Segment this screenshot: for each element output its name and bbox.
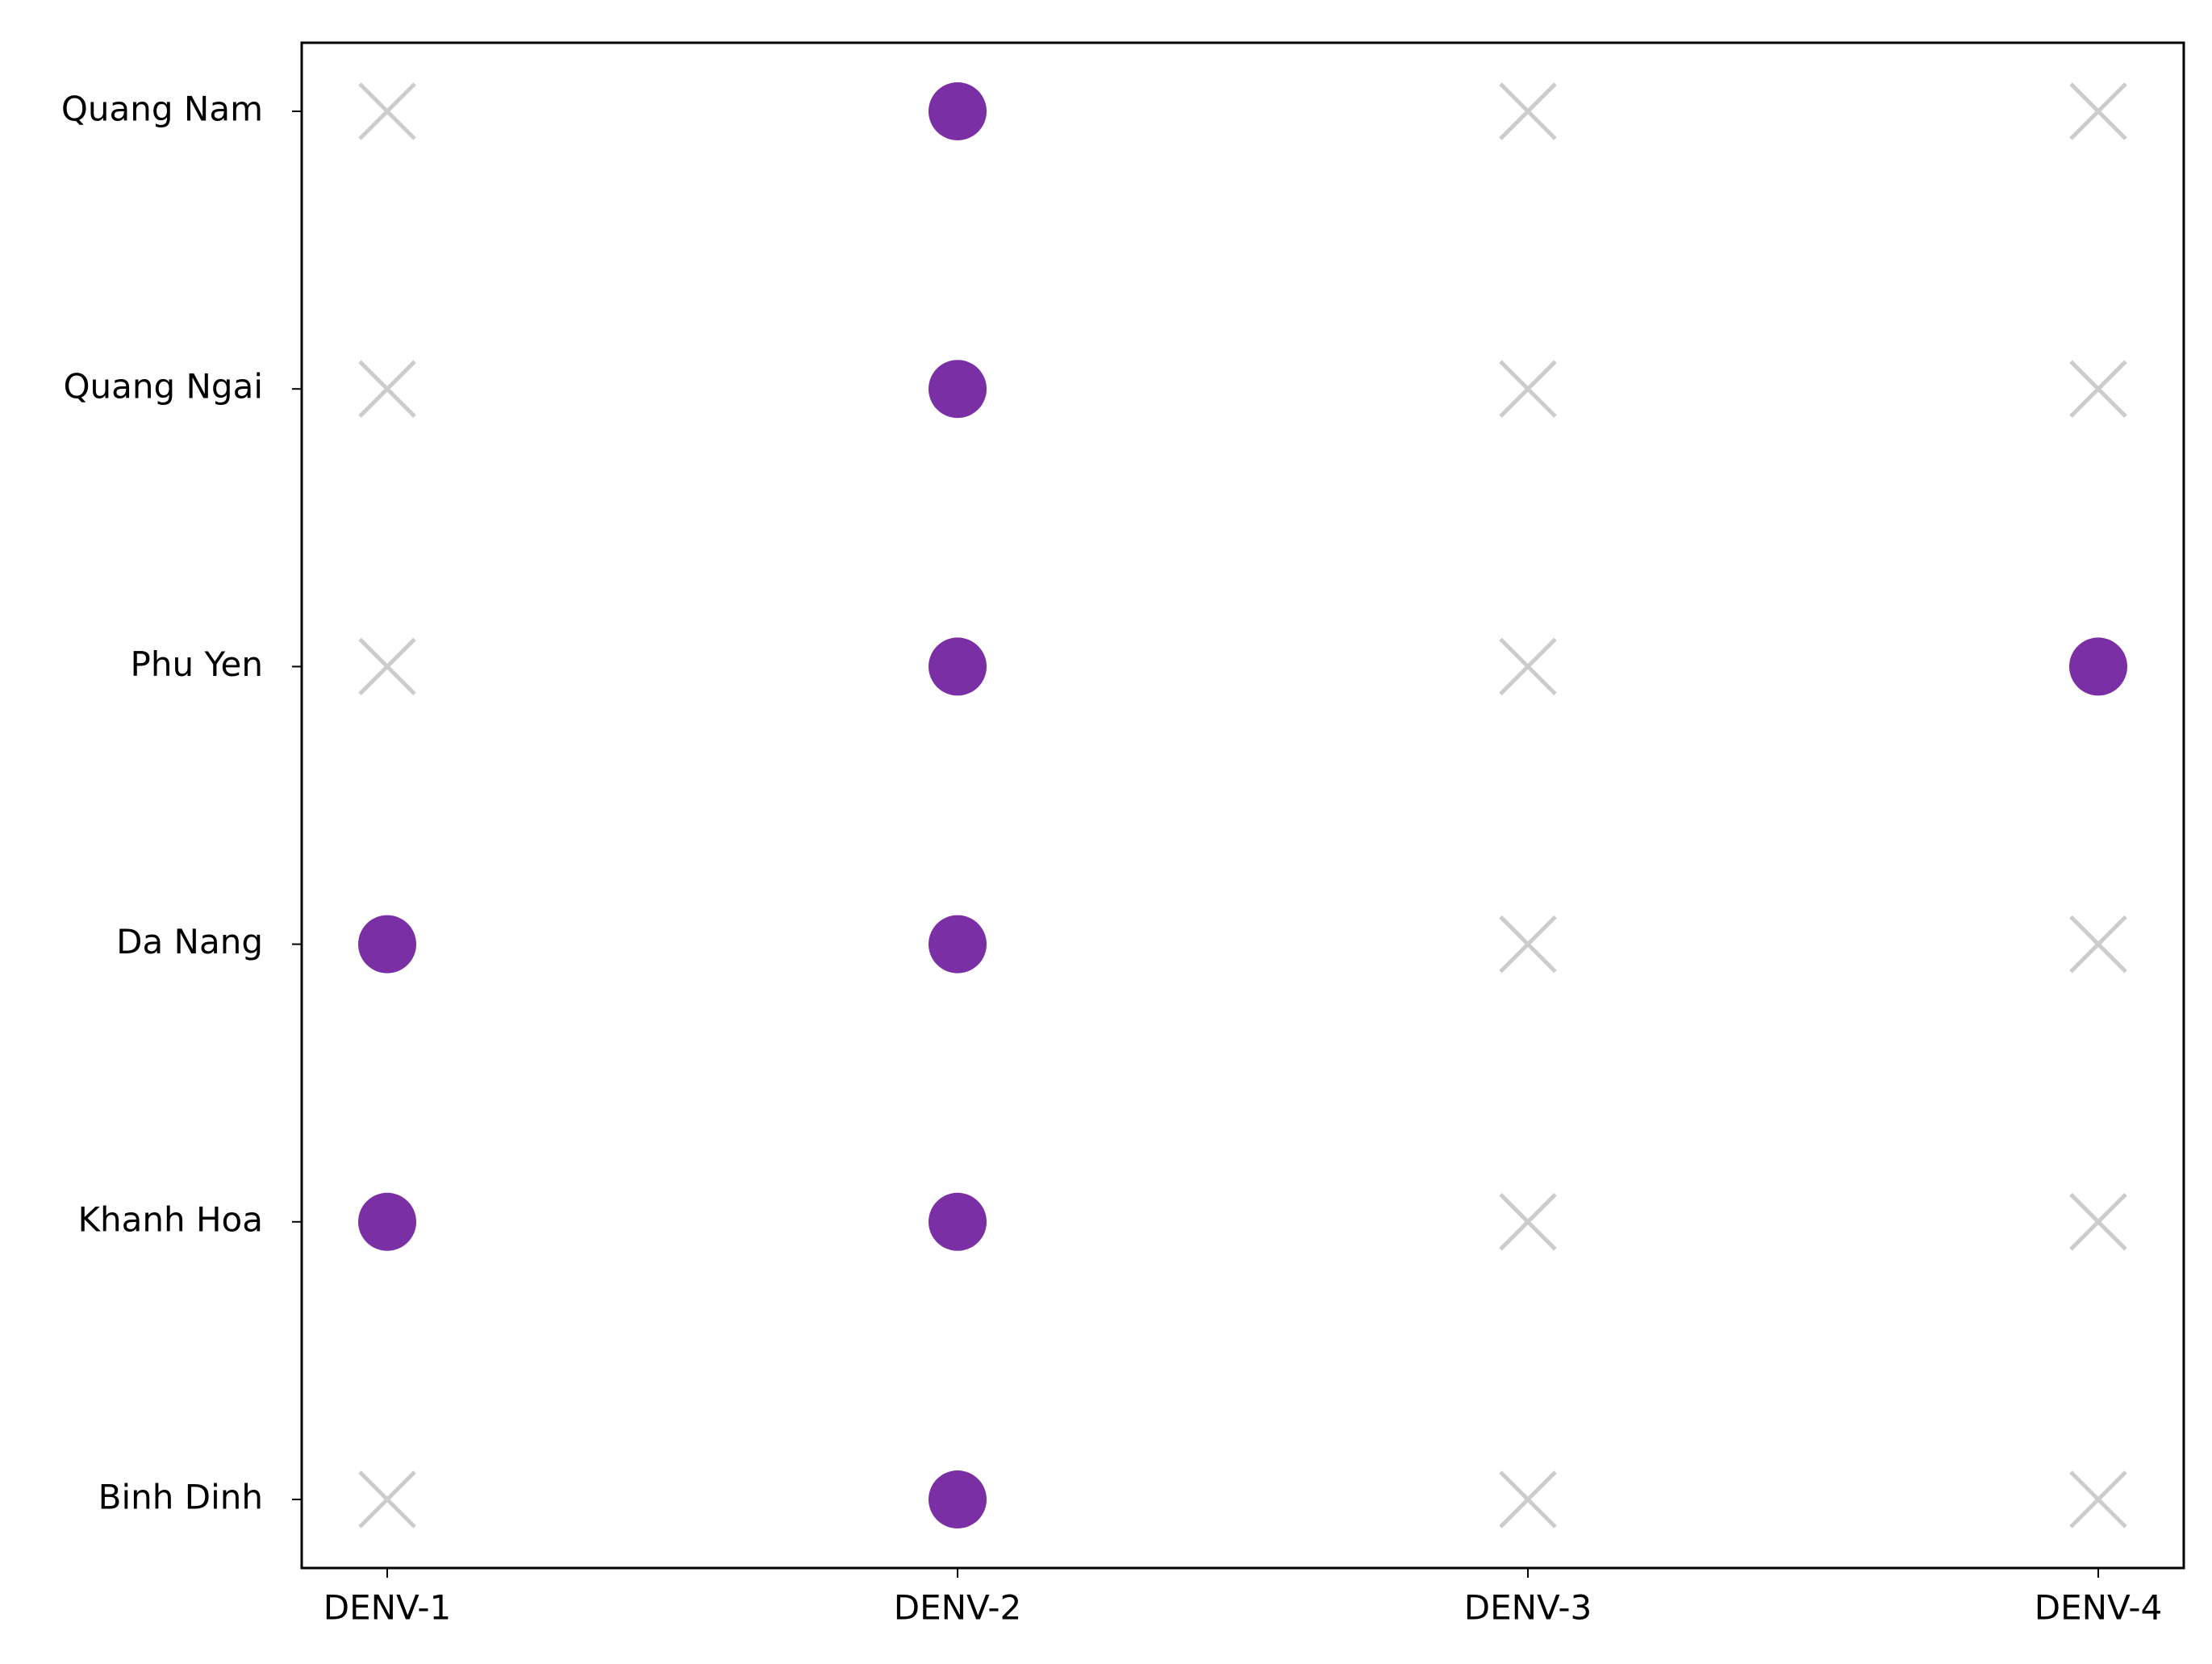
y-tick-label: Phu Yen [131, 644, 263, 684]
absent-cross [2069, 915, 2127, 974]
absent-cross [2069, 360, 2127, 418]
y-tick-label: Da Nang [116, 922, 263, 961]
absent-cross [358, 637, 416, 696]
absent-cross [358, 1470, 416, 1528]
present-dot [929, 82, 987, 140]
y-tick-label: Quang Ngai [63, 367, 263, 407]
absent-cross [1499, 1193, 1557, 1251]
x-tick-label: DENV-4 [2035, 1588, 2162, 1628]
y-tick-label: Khanh Hoa [77, 1199, 263, 1239]
present-dot [358, 1192, 416, 1251]
x-tick-label: DENV-2 [894, 1588, 1021, 1628]
absent-cross [358, 82, 416, 140]
present-dot [929, 360, 987, 419]
present-dot [929, 637, 987, 696]
absent-cross [2069, 82, 2127, 140]
absent-cross [1499, 1470, 1557, 1528]
absent-cross [358, 360, 416, 418]
present-dot [929, 1470, 987, 1528]
plot-frame [300, 41, 2185, 1570]
absent-cross [1499, 915, 1557, 974]
absent-cross [2069, 1470, 2127, 1528]
absent-cross [1499, 637, 1557, 696]
absent-cross [2069, 1193, 2127, 1251]
absent-cross [1499, 82, 1557, 140]
present-dot [929, 915, 987, 974]
y-tick-label: Binh Dinh [98, 1478, 263, 1517]
x-tick-label: DENV-3 [1464, 1588, 1592, 1628]
absent-cross [1499, 360, 1557, 418]
x-tick-label: DENV-1 [323, 1588, 451, 1628]
present-dot [929, 1192, 987, 1251]
y-tick-label: Quang Nam [61, 90, 263, 129]
present-dot [2069, 637, 2127, 696]
present-dot [358, 915, 416, 974]
